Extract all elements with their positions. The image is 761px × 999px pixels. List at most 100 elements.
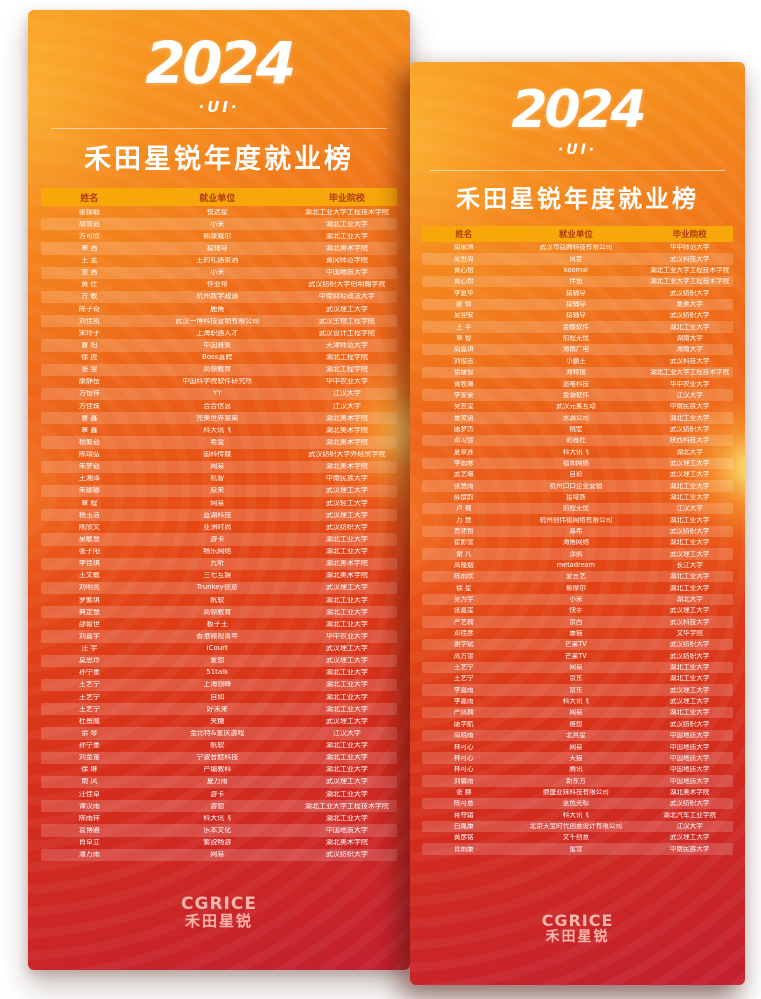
school-cell: 湖北工业大学 <box>669 414 710 422</box>
name-cell: 覃 程 <box>81 499 98 507</box>
school-cell: 中南民族大学 <box>325 475 368 483</box>
company-cell: 途唯科技 <box>562 380 590 388</box>
name-cell: 高方雪 <box>453 652 474 660</box>
name-cell: 吴迎安 <box>453 312 474 320</box>
table-row: 李安豪 金源软件 江汉大学 <box>421 389 734 401</box>
name-cell: 方佳珠 <box>78 402 100 410</box>
name-cell: 刘馨雨 <box>453 777 474 785</box>
school-cell: 湖北工业大学工程技术学院 <box>650 369 730 376</box>
table-row: 覃 茜 猿辅导 湖北美术学院 <box>41 242 397 255</box>
table-row: 邵智世 板子王 湖北工业大学 <box>41 618 396 630</box>
table-row: 唐学航 维想 武汉纺织大学 <box>422 718 734 729</box>
name-cell: 王 孟 <box>81 257 98 265</box>
name-cell: 谢 凡 <box>456 550 472 558</box>
school-cell: 湖北工业大学工程技术学院 <box>304 802 389 810</box>
name-cell: 白胤康 <box>453 822 474 830</box>
table-row: 徐 虎 Boss直聘 湖北工程学院 <box>41 352 396 364</box>
company-cell: 杭州数字政通 <box>196 293 239 301</box>
table-row: 谢学斌 芒果TV 武汉纺织大学 <box>421 639 734 651</box>
school-cell: 江汉大学 <box>332 729 361 737</box>
company-cell: 好未来 <box>206 705 228 713</box>
table-row: 夏翠莲 科大讯飞 湖北大学 <box>422 446 734 457</box>
school-cell: 武汉纺织大学外经贸学院 <box>308 451 386 459</box>
name-cell: 汪佳卓 <box>78 790 100 798</box>
divider-line <box>430 170 725 171</box>
school-cell: 中南民族大学 <box>669 403 710 410</box>
name-cell: 谢学斌 <box>453 641 474 648</box>
company-cell: 杭州口口企业营销 <box>549 482 603 490</box>
company-cell: 猿辅导 <box>566 289 586 297</box>
name-cell: 王艺宁 <box>78 693 100 701</box>
company-cell: 涂鸦 <box>569 550 583 558</box>
company-cell: 帆软 <box>210 742 225 750</box>
table-header-row: 姓名 就业单位 毕业院校 <box>41 188 397 206</box>
name-cell: 黄心怡 <box>453 267 474 274</box>
year-2024-logo: 2024 <box>145 29 296 97</box>
company-cell: 福师网络 <box>562 459 590 467</box>
table-row: 严凤楠 网易 湖北工业大学 <box>421 707 734 719</box>
company-cell: 蜜雪 <box>569 845 583 853</box>
school-cell: 湖北美术学院 <box>669 788 710 796</box>
company-cell: 科大讯飞 <box>203 426 232 434</box>
table-row: 刘馨雨 新东方 中国地质大学 <box>421 775 734 787</box>
table-row: 方 敏 杭州数字政通 中南财经政法大学 <box>41 290 397 303</box>
name-cell: 徐 星 <box>456 584 472 592</box>
table-row: 唐梦杰 桃宏 武汉纺织大学 <box>422 424 734 435</box>
table-row: 陈雨欣 爱豆艺 湖北工业大学 <box>421 570 734 583</box>
company-cell: 高顿教育 <box>203 608 232 616</box>
table-row: 袁博雅 乐本文化 中国地质大学 <box>41 824 397 837</box>
school-cell: 湖北工业大学 <box>325 790 368 798</box>
school-cell: 江汉大学 <box>332 390 361 398</box>
school-cell: 武汉理工大学 <box>669 607 710 614</box>
company-cell: 自彩 <box>569 471 583 478</box>
company-cell: 小霸王 <box>566 357 586 365</box>
school-cell: 天津师范大学 <box>325 341 368 349</box>
school-cell: 湖北美术学院 <box>325 438 368 446</box>
company-cell: 武汉市益腾科技有限公司 <box>539 244 613 251</box>
company-cell: 小米 <box>210 269 225 277</box>
school-cell: 湖北工业大学 <box>669 516 710 524</box>
school-cell: 湖北工业大学 <box>325 535 368 543</box>
brand-logo: CGRICE 禾田星锐 <box>181 895 257 930</box>
name-cell: 严艺楠 <box>453 618 474 626</box>
name-cell: 王艺宁 <box>453 675 474 683</box>
school-cell: 湖北工业大学 <box>669 573 710 580</box>
header-name: 姓名 <box>455 230 473 240</box>
name-cell: 崔影雪 <box>453 539 474 546</box>
name-cell: 张 赫 <box>456 788 472 796</box>
table-row: 覃 智 前程无忧 湖南大学 <box>422 333 734 344</box>
table-row: 王湘泽 机智 中南民族大学 <box>41 473 396 485</box>
school-cell: 湖北工业大学 <box>325 232 368 240</box>
table-row: 黄心怡 伴鱼 湖北工业大学工程技术学院 <box>421 276 734 288</box>
table-row: 方可欣 熙康威尔 湖北工业大学 <box>41 230 396 242</box>
company-cell: 京西 <box>569 618 583 626</box>
name-cell: 朱娜娜 <box>78 487 100 495</box>
table-row: 张子阳 畅乐网络 湖北工业大学 <box>41 546 396 558</box>
company-cell: 海特搜 <box>566 369 586 376</box>
school-cell: 湖北工业大学 <box>325 548 368 556</box>
table-row: 方恒祥 YY 江汉大学 <box>41 387 397 400</box>
school-cell: 湖北美术学院 <box>325 560 368 568</box>
table-body: 周家洲 武汉市益腾科技有限公司 华中师范大学 吴世周 风变 武汉科技大学 黄心怡 koomal… <box>421 242 734 855</box>
poster-title: 禾田星锐年度就业榜 <box>84 144 354 175</box>
name-cell: 袁博雅 <box>78 826 100 834</box>
company-cell: 高顿教育 <box>203 366 232 374</box>
company-cell: 小米 <box>569 596 583 603</box>
company-cell: 畅乐网络 <box>203 548 232 556</box>
table-row: 林可心 天猫 中国地质大学 <box>421 752 734 764</box>
name-cell: 徐康智 <box>453 369 474 376</box>
name-cell: 林可心 <box>453 766 474 773</box>
name-cell: 张锦毅 <box>78 208 100 216</box>
table-row: 肖雨康 蜜雪 中南民族大学 <box>421 843 734 855</box>
school-cell: 武汉理工大学 <box>669 471 710 478</box>
table-row: 白胤康 北京天宝时代创意设计有限公司 江汉大学 <box>421 820 734 832</box>
table-row: 陈欣文 亚洲时尚 武汉纺织大学 <box>41 521 396 533</box>
school-cell: 武汉科技大学 <box>669 618 710 626</box>
name-cell: 李嘉雨 <box>453 698 474 705</box>
company-cell: 康猫 <box>569 630 583 637</box>
company-cell: 海角网络 <box>562 539 590 546</box>
company-cell: 芒果TV <box>565 641 587 648</box>
company-cell: 鹿角 <box>210 305 225 313</box>
school-cell: 湖北工业大学 <box>669 539 710 546</box>
ui-tag: ·UI· <box>198 98 240 116</box>
